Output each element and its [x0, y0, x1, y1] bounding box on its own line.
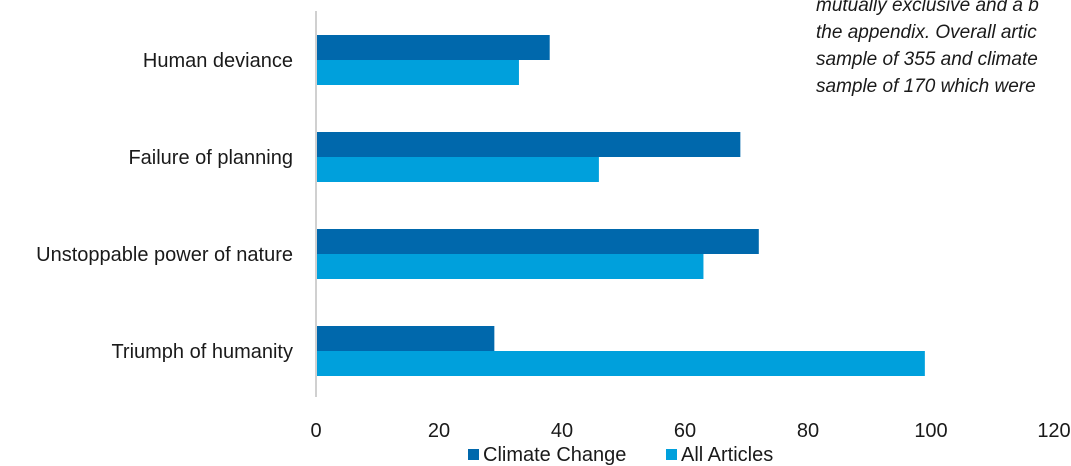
- bar-climate-change: [316, 326, 495, 351]
- bar-climate-change: [316, 132, 741, 157]
- x-tick-label: 80: [797, 420, 819, 442]
- category-label: Triumph of humanity: [111, 341, 293, 363]
- x-tick-label: 20: [428, 420, 450, 442]
- legend-label: Climate Change: [483, 444, 626, 466]
- legend-swatch: [666, 449, 677, 460]
- bar-all-articles: [316, 254, 704, 279]
- legend-swatch: [468, 449, 479, 460]
- category-label: Failure of planning: [128, 147, 293, 169]
- bar-all-articles: [316, 351, 925, 376]
- bar-all-articles: [316, 157, 599, 182]
- category-label: Unstoppable power of nature: [36, 244, 293, 266]
- note-line: the appendix. Overall artic: [816, 22, 1037, 43]
- x-tick-label: 120: [1037, 420, 1070, 442]
- bar-all-articles: [316, 60, 519, 85]
- x-tick-label: 60: [674, 420, 696, 442]
- legend: Climate Change All Articles: [468, 444, 773, 466]
- category-labels: Human deviance Failure of planning Unstopp…: [36, 50, 293, 363]
- note-line: mutually exclusive and a b: [816, 0, 1039, 16]
- category-label: Human deviance: [143, 50, 293, 72]
- x-axis-tick-labels: 0 20 40 60 80 100 120: [310, 420, 1070, 442]
- x-tick-label: 0: [310, 420, 321, 442]
- x-tick-label: 40: [551, 420, 573, 442]
- truncated-note: mutually exclusive and a b the appendix.…: [816, 0, 1071, 100]
- bar-climate-change: [316, 229, 759, 254]
- note-line: sample of 170 which were: [816, 76, 1036, 97]
- note-line: sample of 355 and climate: [816, 49, 1038, 70]
- x-tick-label: 100: [914, 420, 947, 442]
- bars-group: [316, 35, 925, 376]
- legend-label: All Articles: [681, 444, 773, 466]
- bar-climate-change: [316, 35, 550, 60]
